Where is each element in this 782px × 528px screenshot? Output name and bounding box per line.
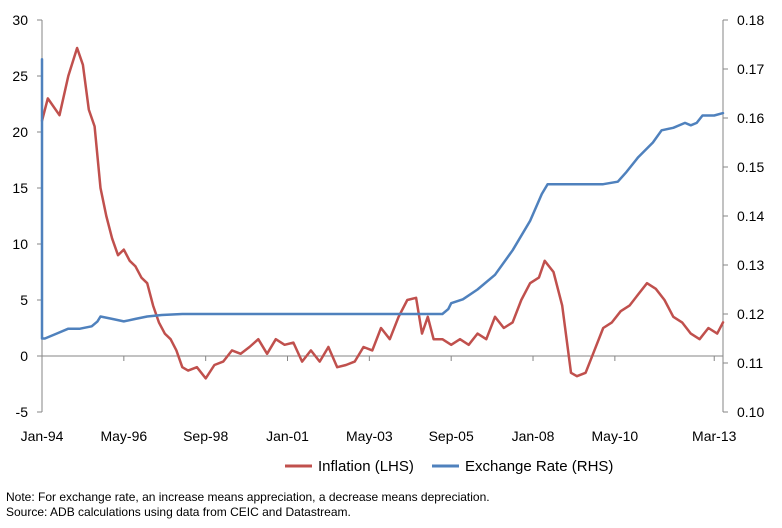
left-tick-label: 10 bbox=[12, 236, 28, 252]
exchange-rate-line bbox=[40, 57, 725, 340]
x-tick-label: May-96 bbox=[100, 428, 147, 444]
chart-series bbox=[40, 46, 725, 380]
right-tick-label: 0.10 bbox=[737, 404, 764, 420]
chart-note: Note: For exchange rate, an increase mea… bbox=[6, 490, 490, 504]
left-tick-label: 30 bbox=[12, 12, 28, 28]
x-tick-label: May-10 bbox=[592, 428, 639, 444]
left-tick-label: 15 bbox=[12, 180, 28, 196]
right-tick-label: 0.17 bbox=[737, 61, 764, 77]
legend-label-inflation: Inflation (LHS) bbox=[318, 458, 414, 475]
left-tick-label: 25 bbox=[12, 68, 28, 84]
x-tick-label: Jan-08 bbox=[512, 428, 555, 444]
right-axis-ticks: 0.10 0.11 0.12 0.13 0.14 0.15 0.16 0.17 0.18 bbox=[723, 12, 764, 420]
x-axis-ticks: Jan-94 May-96 Sep-98 Jan-01 May-03 Sep-05 Jan-… bbox=[21, 356, 737, 444]
legend-label-exchange-rate: Exchange Rate (RHS) bbox=[465, 458, 613, 475]
left-tick-label: 0 bbox=[20, 348, 28, 364]
inflation-line bbox=[40, 46, 725, 380]
legend: Inflation (LHS) Exchange Rate (RHS) bbox=[285, 458, 613, 475]
right-tick-label: 0.13 bbox=[737, 257, 764, 273]
x-tick-label: Sep-05 bbox=[429, 428, 474, 444]
right-tick-label: 0.14 bbox=[737, 208, 764, 224]
right-tick-label: 0.11 bbox=[737, 355, 763, 371]
chart-axes bbox=[41, 20, 724, 412]
right-tick-label: 0.16 bbox=[737, 110, 764, 126]
right-tick-label: 0.12 bbox=[737, 306, 764, 322]
left-tick-label: -5 bbox=[16, 404, 29, 420]
x-tick-label: Sep-98 bbox=[183, 428, 228, 444]
x-tick-label: Mar-13 bbox=[692, 428, 737, 444]
left-axis-ticks: -5 0 5 10 15 20 25 30 bbox=[12, 12, 42, 420]
left-tick-label: 20 bbox=[12, 124, 28, 140]
right-tick-label: 0.15 bbox=[737, 159, 764, 175]
x-tick-label: Jan-94 bbox=[21, 428, 64, 444]
left-tick-label: 5 bbox=[20, 292, 28, 308]
chart-source: Source: ADB calculations using data from… bbox=[6, 505, 351, 519]
x-tick-label: May-03 bbox=[346, 428, 393, 444]
x-tick-label: Jan-01 bbox=[266, 428, 309, 444]
right-tick-label: 0.18 bbox=[737, 12, 764, 28]
